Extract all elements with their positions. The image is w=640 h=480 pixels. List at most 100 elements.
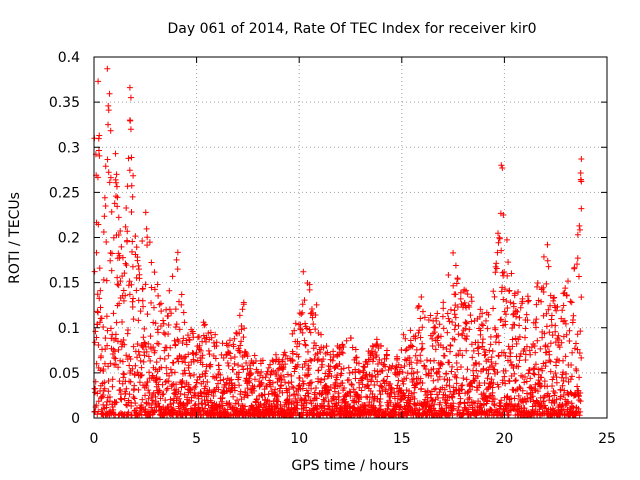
data-point — [241, 403, 248, 410]
data-point — [408, 342, 415, 349]
data-point — [508, 270, 515, 277]
data-point — [204, 379, 211, 386]
data-point — [410, 370, 417, 377]
data-point — [547, 340, 554, 347]
data-point — [473, 359, 480, 366]
data-point — [479, 336, 486, 343]
y-tick-label: 0.15 — [49, 276, 80, 292]
data-point — [511, 403, 518, 410]
data-point — [91, 268, 98, 275]
data-point — [106, 90, 113, 97]
data-point — [499, 377, 506, 384]
data-point — [126, 84, 133, 91]
data-point — [549, 332, 556, 339]
data-point — [195, 395, 202, 402]
data-point — [242, 388, 249, 395]
data-point — [110, 234, 117, 241]
data-point — [305, 393, 312, 400]
data-point — [450, 282, 457, 289]
data-point — [136, 379, 143, 386]
data-point — [312, 326, 319, 333]
data-point — [261, 386, 268, 393]
data-point — [157, 355, 164, 362]
data-point — [449, 393, 456, 400]
data-point — [241, 325, 248, 332]
data-point — [430, 366, 437, 373]
data-point — [286, 392, 293, 399]
data-point — [131, 395, 138, 402]
data-point — [534, 279, 541, 286]
data-point — [270, 367, 277, 374]
data-point — [532, 324, 539, 331]
data-point — [571, 264, 578, 271]
data-point — [243, 359, 250, 366]
x-axis-label: GPS time / hours — [291, 458, 408, 474]
y-tick-label: 0.2 — [58, 231, 80, 247]
data-point — [445, 271, 452, 278]
data-point — [137, 308, 144, 315]
data-point — [417, 358, 424, 365]
data-point — [495, 239, 502, 246]
data-point — [307, 356, 314, 363]
data-point — [434, 376, 441, 383]
data-point — [551, 389, 558, 396]
data-point — [92, 385, 99, 392]
data-point — [350, 386, 357, 393]
data-point — [457, 395, 464, 402]
data-point — [432, 385, 439, 392]
data-point — [165, 352, 172, 359]
data-point — [126, 291, 133, 298]
data-point — [142, 281, 149, 288]
data-point — [546, 393, 553, 400]
data-point — [541, 378, 548, 385]
data-point — [476, 360, 483, 367]
data-point — [246, 377, 253, 384]
data-point — [561, 317, 568, 324]
data-point — [368, 377, 375, 384]
data-point — [144, 242, 151, 249]
data-point — [148, 404, 155, 411]
data-point — [94, 174, 101, 181]
data-point — [302, 341, 309, 348]
data-point — [509, 325, 516, 332]
data-point — [569, 349, 576, 356]
data-point — [259, 357, 266, 364]
data-point — [296, 340, 303, 347]
data-point — [509, 336, 516, 343]
data-point — [328, 373, 335, 380]
data-point — [236, 312, 243, 319]
data-point — [237, 342, 244, 349]
data-point — [289, 356, 296, 363]
data-point — [377, 391, 384, 398]
data-point — [119, 358, 126, 365]
data-point — [134, 340, 141, 347]
data-point — [147, 333, 154, 340]
data-point — [166, 372, 173, 379]
data-point — [98, 315, 105, 322]
data-point — [148, 284, 155, 291]
data-point — [95, 309, 102, 316]
data-point — [492, 263, 499, 270]
data-point — [535, 366, 542, 373]
data-point — [450, 400, 457, 407]
data-point — [577, 170, 584, 177]
data-point — [118, 243, 125, 250]
data-point — [374, 361, 381, 368]
data-point — [244, 353, 251, 360]
data-point — [251, 383, 258, 390]
data-point — [400, 331, 407, 338]
data-point — [477, 306, 484, 313]
data-point — [459, 330, 466, 337]
data-point — [515, 363, 522, 370]
data-point — [138, 372, 145, 379]
data-point — [557, 393, 564, 400]
data-point — [396, 368, 403, 375]
data-point — [225, 362, 232, 369]
data-point — [453, 360, 460, 367]
data-point — [574, 331, 581, 338]
data-point — [244, 392, 251, 399]
data-point — [289, 358, 296, 365]
data-point — [318, 376, 325, 383]
data-point — [500, 296, 507, 303]
data-point — [451, 336, 458, 343]
